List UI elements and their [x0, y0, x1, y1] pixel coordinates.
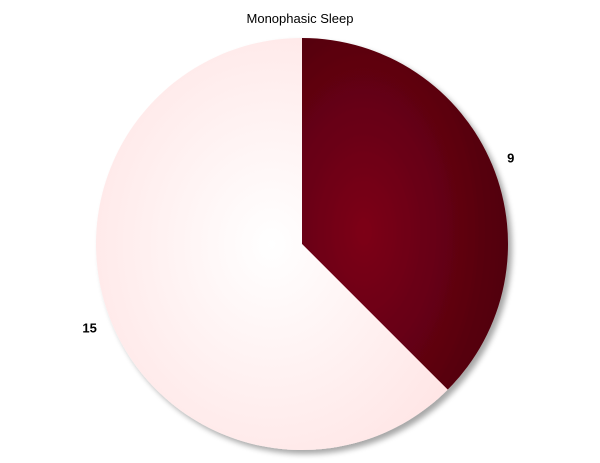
chart-title: Monophasic Sleep	[247, 11, 354, 26]
slice-labels: 9 15	[82, 150, 514, 335]
pie-slice-15	[96, 38, 448, 450]
slice-label-15: 15	[82, 320, 96, 335]
pie-slice-9	[302, 38, 508, 390]
pie-slices	[96, 38, 508, 450]
slice-label-9: 9	[507, 150, 514, 165]
